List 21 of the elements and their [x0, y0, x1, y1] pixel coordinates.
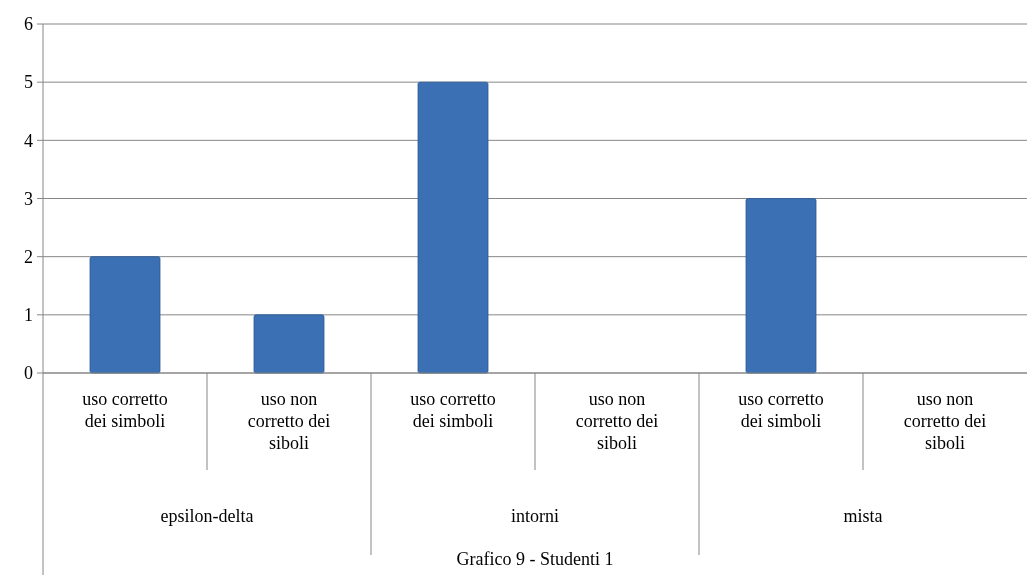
- bar: [745, 198, 817, 374]
- x-tick-label: uso non corretto dei siboli: [247, 389, 331, 453]
- bar: [253, 314, 325, 374]
- bar: [89, 256, 161, 374]
- y-tick-label: 1: [24, 305, 33, 326]
- x-tick-label: uso corretto dei simboli: [410, 389, 496, 431]
- bar: [417, 81, 489, 374]
- y-tick-label: 2: [24, 246, 33, 267]
- x-tick-label: uso corretto dei simboli: [82, 389, 168, 431]
- text: Grafico 9 - Studenti 1: [456, 549, 614, 569]
- y-tick-label: 3: [24, 188, 33, 209]
- x-tick-label: uso non corretto dei siboli: [903, 389, 987, 453]
- text: epsilon-delta: [160, 506, 254, 526]
- x-tick-label: uso corretto dei simboli: [738, 389, 824, 431]
- y-tick-label: 0: [24, 363, 33, 384]
- x-tick-label: uso non corretto dei siboli: [575, 389, 659, 453]
- y-tick-label: 5: [24, 72, 33, 93]
- text: mista: [843, 506, 883, 526]
- y-tick-label: 6: [24, 14, 33, 35]
- y-tick-label: 4: [24, 130, 33, 151]
- text: intorni: [511, 506, 559, 526]
